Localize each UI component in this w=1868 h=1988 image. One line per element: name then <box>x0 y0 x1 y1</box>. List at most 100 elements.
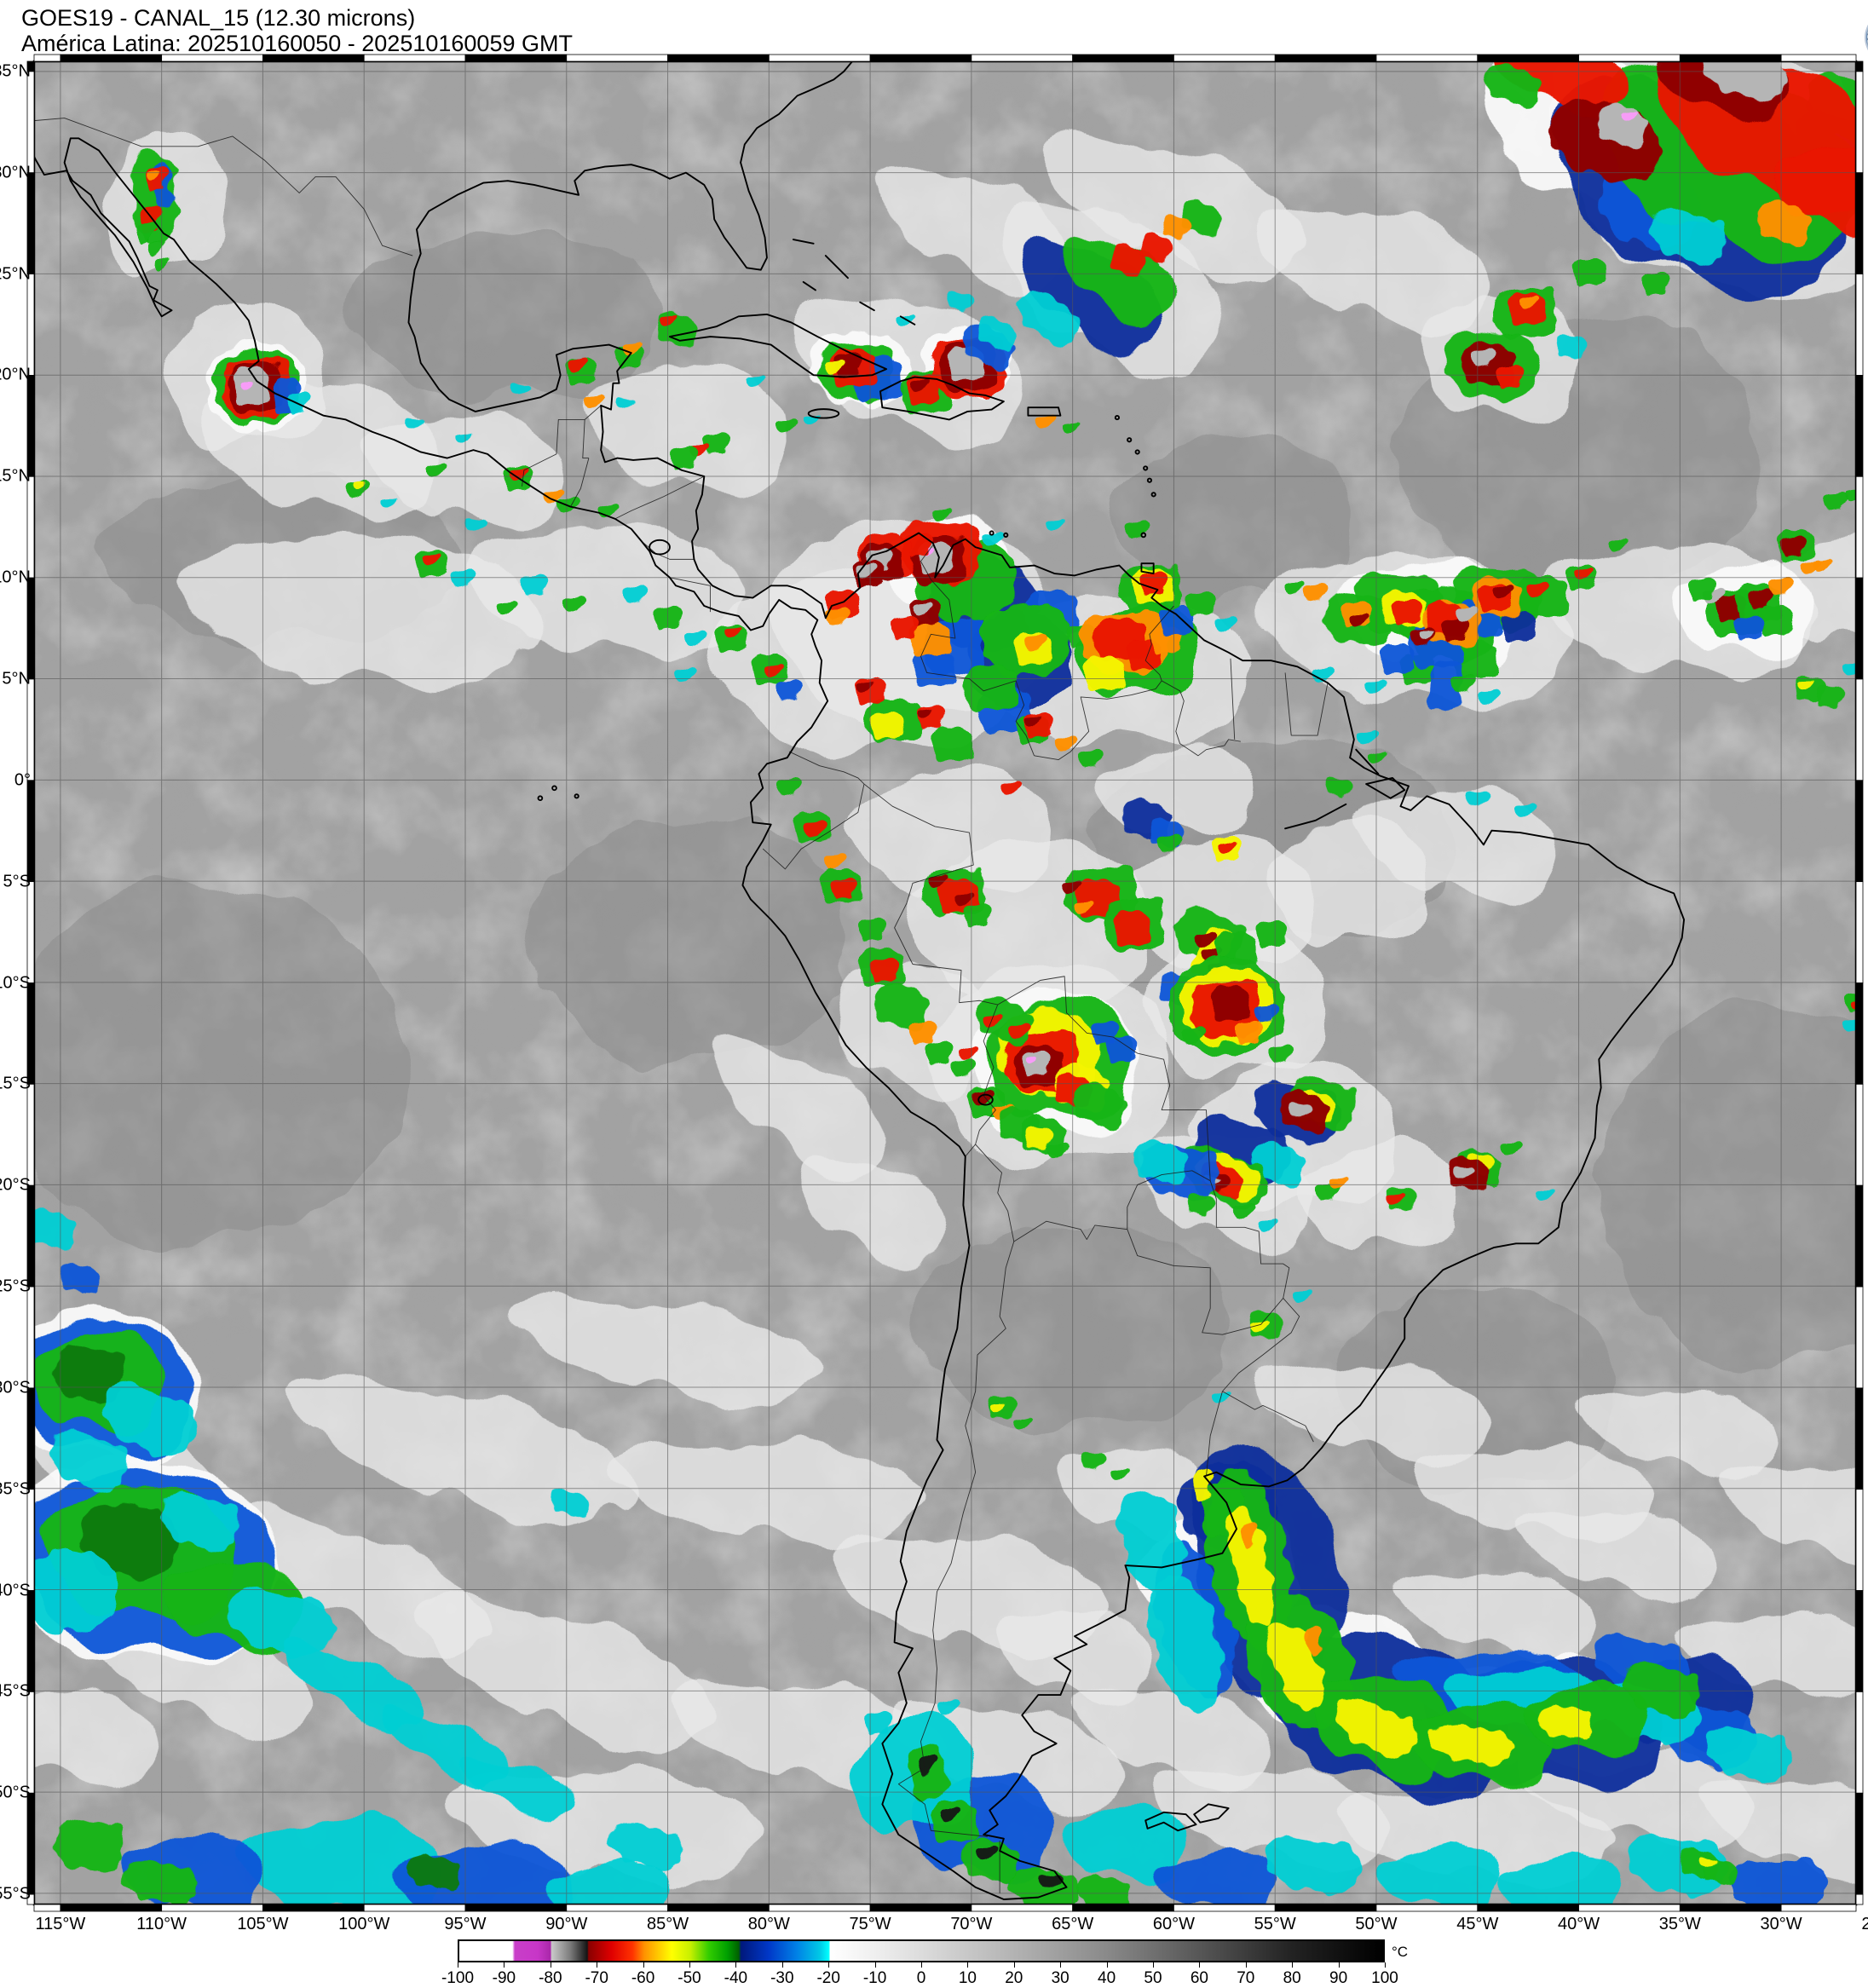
colorbar-tick <box>1153 1962 1154 1968</box>
lat-tick-label: 20°S <box>0 1175 31 1195</box>
colorbar-tick-label: 80 <box>1283 1969 1301 1987</box>
neatline-dash <box>1855 475 1864 579</box>
lat-tick-label: 5°S <box>3 872 31 891</box>
neatline-dash <box>1855 678 1864 781</box>
storm-cell <box>34 1207 78 1247</box>
storm-cell <box>517 574 551 597</box>
storm-cell <box>463 518 487 536</box>
neatline-dash <box>1855 71 1864 174</box>
lon-tick-label: 30°W <box>1760 1915 1802 1933</box>
neatline-dash <box>1274 54 1377 62</box>
storm-cell <box>137 221 158 246</box>
cloud-patch <box>343 233 668 395</box>
colorbar-tick <box>874 1962 876 1968</box>
storm-cell <box>991 1403 1008 1416</box>
storm-cell <box>1536 1190 1557 1205</box>
storm-cell <box>1427 1724 1516 1763</box>
storm-cell <box>1490 61 1626 110</box>
storm-cell <box>240 1818 443 1904</box>
storm-cell <box>1813 559 1834 575</box>
storm-cell <box>101 1385 198 1455</box>
storm-cell <box>1492 585 1515 602</box>
colorbar-tick-label: 50 <box>1144 1969 1162 1987</box>
neatline-dash <box>26 475 35 579</box>
neatline-dash <box>1855 1387 1864 1490</box>
colorbar-tick-label: -70 <box>585 1969 608 1987</box>
storm-cell <box>959 662 1020 712</box>
colorbar-tick <box>1338 1962 1340 1968</box>
colorbar-tick-label: -100 <box>441 1969 475 1987</box>
storm-cell <box>52 1818 125 1872</box>
storm-cell <box>1525 582 1551 602</box>
neatline-dash <box>1679 1904 1782 1912</box>
storm-cell <box>1421 630 1438 642</box>
storm-cell <box>1842 991 1856 1014</box>
storm-cell <box>156 256 171 275</box>
neatline-dash <box>1855 780 1864 883</box>
colorbar-tick-label: -30 <box>770 1969 794 1987</box>
storm-cell <box>1622 112 1641 124</box>
colorbar-tick <box>1385 1962 1386 1968</box>
storm-cell <box>1036 1875 1064 1892</box>
neatline-dash <box>1855 577 1864 680</box>
neatline-dash <box>1855 1590 1864 1692</box>
storm-cell <box>1574 568 1595 583</box>
colorbar-tick <box>1013 1962 1015 1968</box>
neatline-dash <box>869 54 972 62</box>
lat-tick-label: 25°S <box>0 1276 31 1296</box>
storm-cell <box>828 878 860 901</box>
storm-cell <box>583 395 607 412</box>
storm-cell <box>660 315 679 330</box>
lat-tick-label: 55°S <box>0 1884 31 1904</box>
neatline-dash <box>60 1904 163 1912</box>
storm-cell <box>1686 577 1719 602</box>
storm-cell <box>910 378 931 395</box>
neatline-dash <box>464 1904 568 1912</box>
storm-cell <box>764 664 786 681</box>
neatline-dash <box>1855 61 1864 72</box>
storm-cell <box>774 679 804 702</box>
storm-cell <box>1293 1289 1314 1306</box>
neatline-dash <box>26 1489 35 1591</box>
colorbar-tick-label: -10 <box>862 1969 887 1987</box>
neatline-dash <box>971 1904 1074 1912</box>
storm-cell <box>1266 1045 1295 1066</box>
graticule-grid <box>34 61 1856 1904</box>
storm-cell <box>1311 667 1336 686</box>
lat-tick-label: 0° <box>14 770 31 790</box>
storm-cell <box>866 711 907 740</box>
storm-cell <box>1228 1503 1273 1631</box>
neatline-dash <box>26 1387 35 1490</box>
storm-cell <box>1350 614 1370 631</box>
neatline-dash <box>26 71 35 174</box>
colorbar-tick-label: 90 <box>1329 1969 1348 1987</box>
neatline-dash <box>1679 54 1782 62</box>
lon-tick-label: 95°W <box>444 1915 487 1933</box>
lon-tick-label: 70°W <box>950 1915 993 1933</box>
storm-cell <box>1609 539 1629 556</box>
storm-cell <box>1248 1140 1307 1184</box>
storm-cell <box>55 1263 103 1294</box>
storm-cell <box>1449 674 1478 695</box>
storm-cell <box>1286 1102 1312 1122</box>
storm-cell <box>1160 214 1192 241</box>
colorbar-tick-label: 60 <box>1190 1969 1208 1987</box>
storm-cell <box>545 1488 592 1517</box>
storm-cell <box>1088 1021 1121 1046</box>
storm-cell <box>1285 581 1306 598</box>
storm-cell <box>544 1860 666 1904</box>
neatline-dash <box>768 1904 871 1912</box>
storm-cell <box>225 1589 337 1656</box>
lon-tick-label: 75°W <box>849 1915 891 1933</box>
neatline-dash <box>1855 1184 1864 1288</box>
neatline-dash <box>1855 1691 1864 1794</box>
colorbar-tick <box>1199 1962 1201 1968</box>
colorbar-tick <box>689 1962 690 1968</box>
neatline-dash <box>26 172 35 274</box>
storm-cell <box>862 1711 895 1736</box>
storm-cell <box>888 615 921 641</box>
storm-cell <box>597 504 620 521</box>
neatline-dash <box>26 1893 35 1905</box>
storm-cell <box>1181 591 1219 616</box>
storm-cell <box>1455 607 1480 625</box>
